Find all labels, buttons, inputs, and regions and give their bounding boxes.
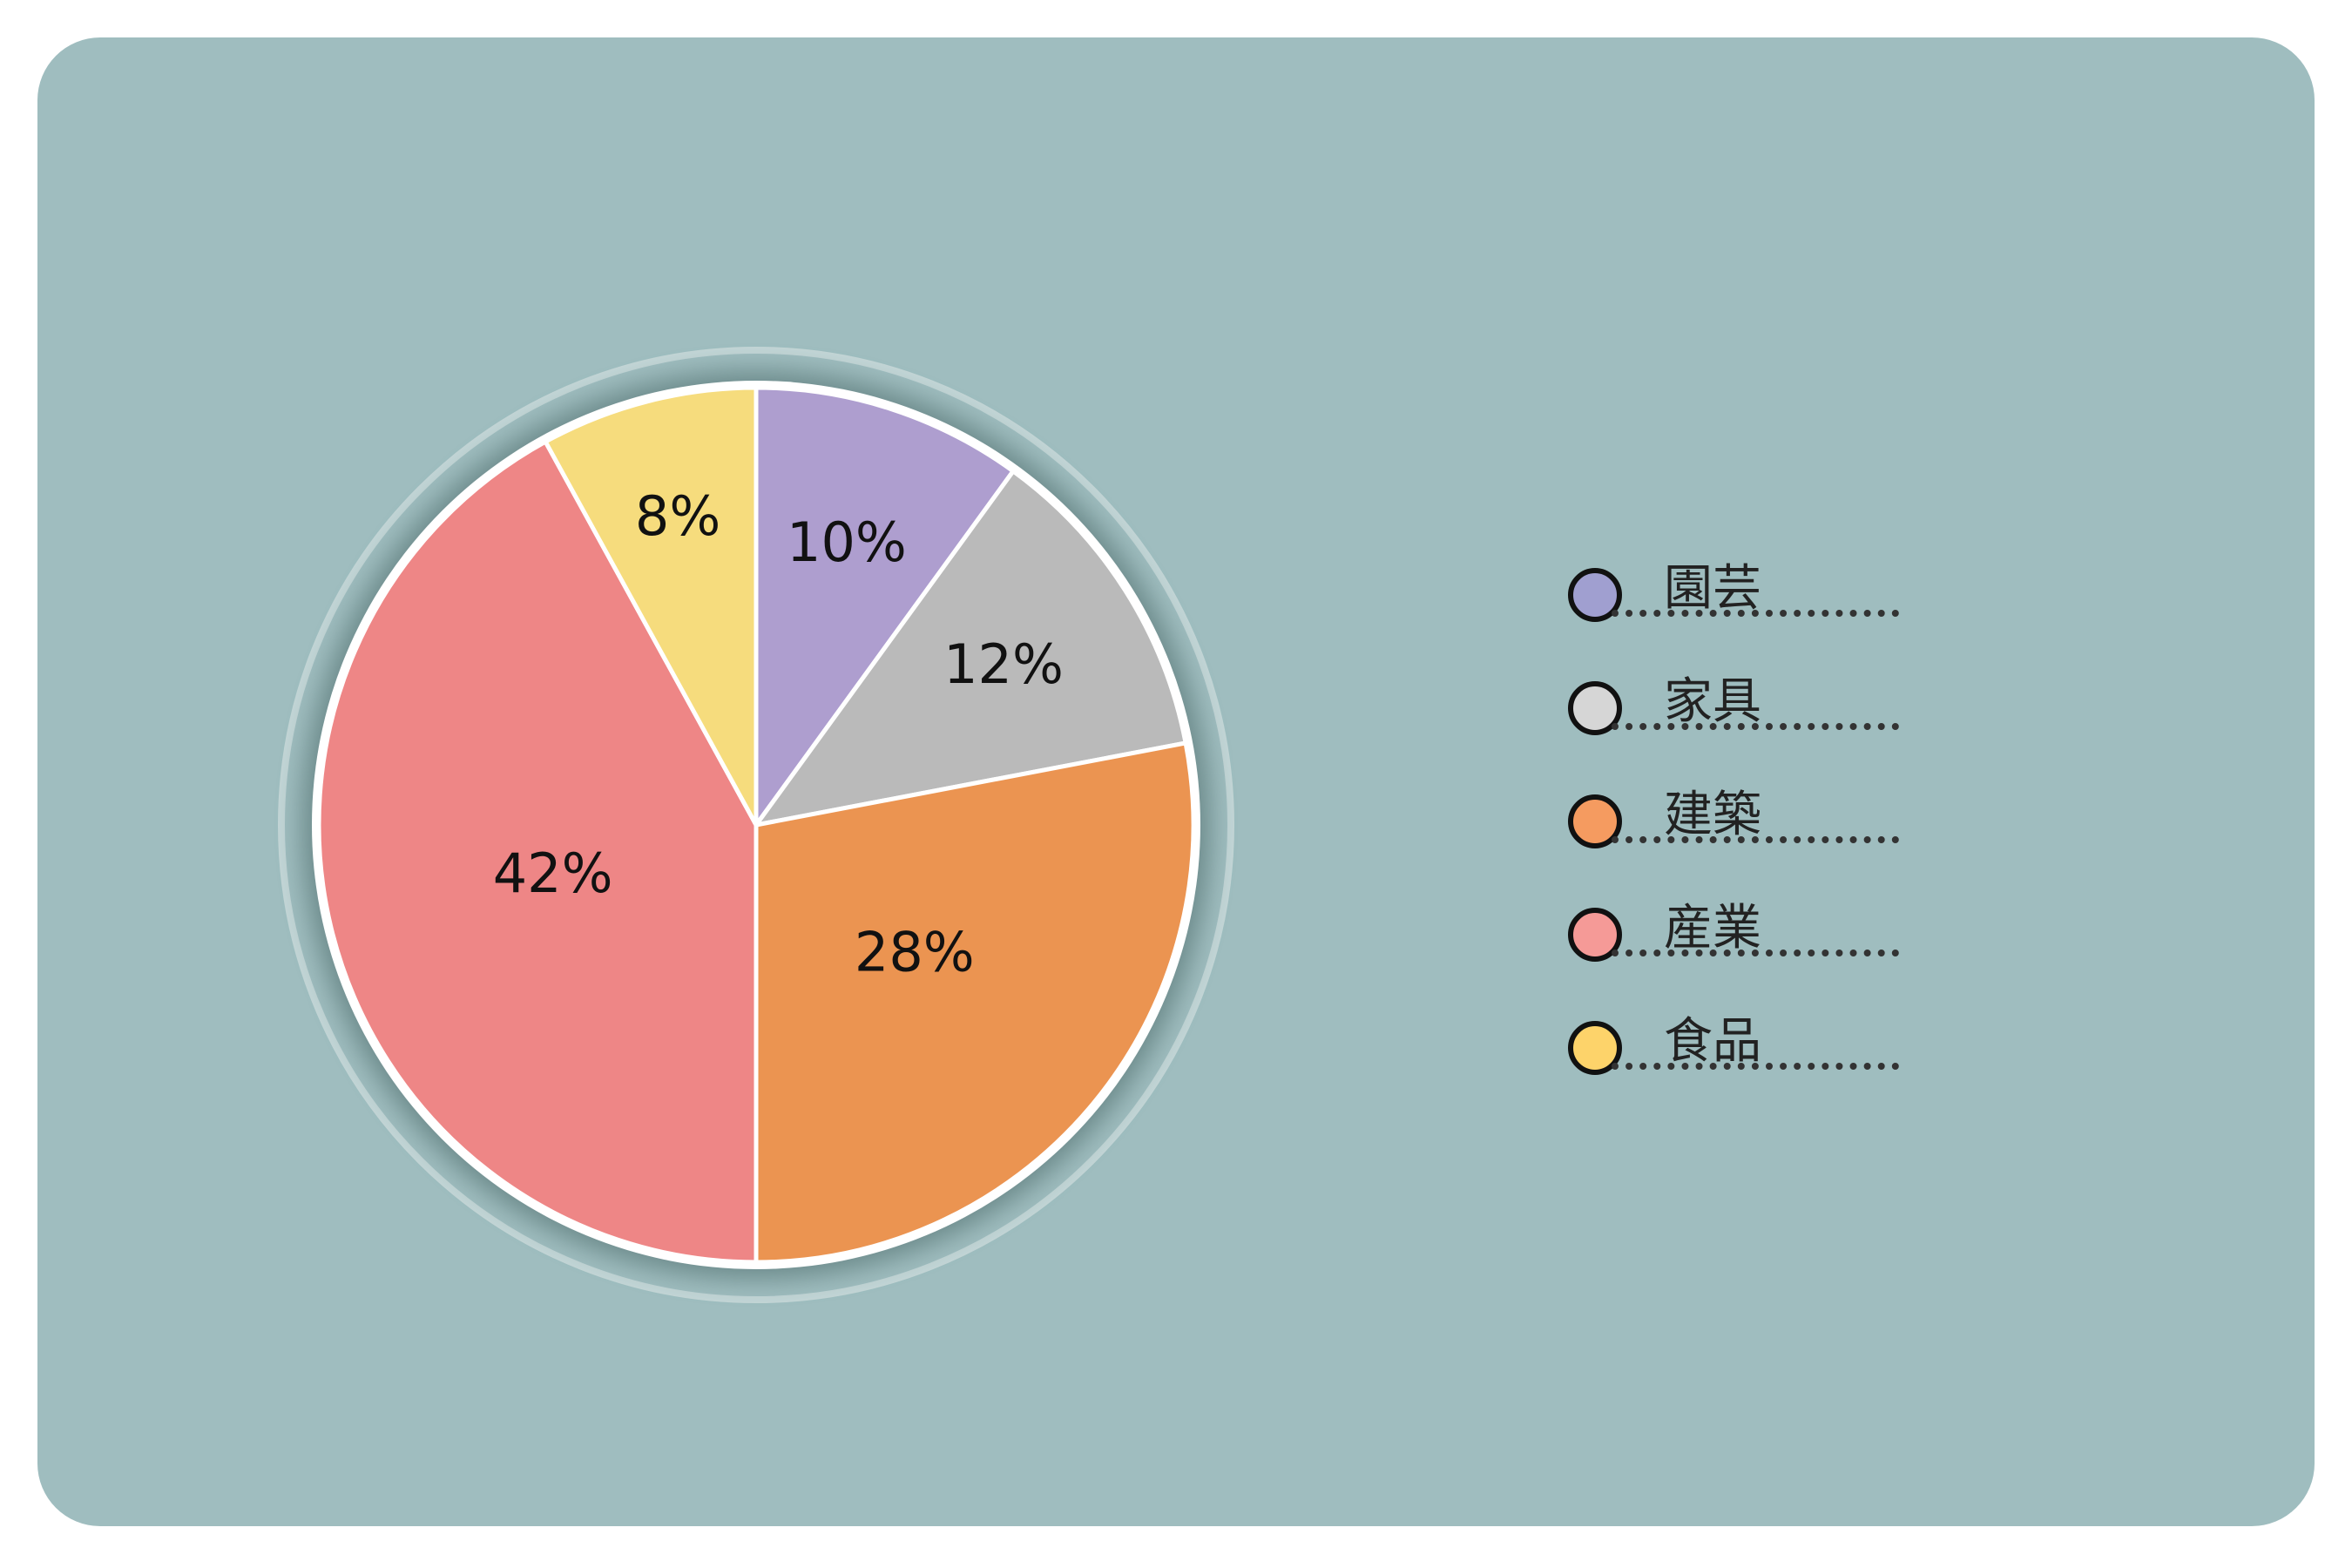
pie-slices (316, 385, 1196, 1265)
legend: 園芸 家具 建築 産業 食品 (1559, 549, 1925, 1115)
slice-value-label: 8% (635, 484, 720, 548)
pie-value-labels: 10% 12% 28% 42% 8% (493, 484, 1064, 983)
legend-item-construction: 建築 (1559, 775, 1925, 889)
legend-marker-construction (1568, 794, 1622, 848)
legend-label-gardening: 園芸 (1664, 560, 1761, 617)
legend-item-furniture: 家具 (1559, 662, 1925, 775)
pie-chart: 10% 12% 28% 42% 8% (278, 347, 1234, 1303)
legend-item-industry: 産業 (1559, 889, 1925, 1002)
legend-dotted-line (1612, 836, 1899, 843)
legend-dotted-line (1612, 610, 1899, 617)
legend-marker-industry (1568, 908, 1622, 962)
legend-item-food: 食品 (1559, 1002, 1925, 1115)
pie-slice (754, 469, 1188, 828)
legend-label-food: 食品 (1664, 1013, 1761, 1070)
chart-card: 10% 12% 28% 42% 8% (37, 37, 2315, 1526)
legend-item-gardening: 園芸 (1559, 549, 1925, 662)
legend-label-construction: 建築 (1664, 787, 1761, 843)
pie-slice (754, 740, 1196, 1265)
pie-slice (754, 385, 1016, 828)
slice-value-label: 12% (943, 632, 1064, 696)
pie-slice (316, 439, 759, 1265)
legend-dotted-line (1612, 950, 1899, 956)
slice-value-label: 10% (787, 510, 907, 574)
pie-halo-ring (278, 347, 1234, 1303)
pie-slice (543, 385, 759, 828)
legend-label-industry: 産業 (1664, 900, 1761, 956)
legend-dotted-line (1612, 1063, 1899, 1070)
legend-dotted-line (1612, 723, 1899, 730)
slice-value-label: 42% (493, 841, 613, 905)
slice-value-label: 28% (855, 920, 975, 983)
legend-label-furniture: 家具 (1664, 673, 1761, 730)
